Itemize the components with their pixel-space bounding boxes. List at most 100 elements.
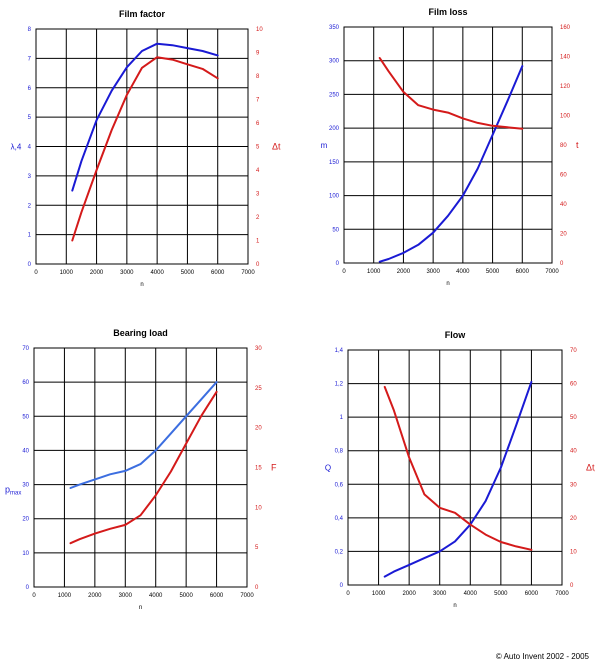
x-tick-label: 7000 (240, 593, 254, 599)
chart-title: Film factor (119, 9, 166, 19)
y-right-tick-label: 0 (255, 585, 259, 591)
y-right-tick-label: 140 (560, 55, 571, 61)
y-right-tick-label: 10 (570, 549, 577, 555)
x-tick-label: 4000 (456, 269, 470, 275)
y-right-tick-label: 25 (255, 386, 262, 392)
x-tick-label: 3000 (433, 591, 447, 597)
y-left-tick-label: 150 (329, 160, 340, 166)
y-left-axis-label: pmax (5, 485, 21, 497)
y-right-axis-label: t (576, 140, 579, 150)
y-right-tick-label: 80 (560, 143, 567, 149)
y-left-tick-label: 50 (332, 227, 339, 233)
series-line-right (71, 56, 219, 242)
series-line-left (71, 42, 219, 192)
x-tick-label: 7000 (545, 269, 559, 275)
y-right-tick-label: 10 (256, 27, 263, 33)
y-right-tick-label: 10 (255, 505, 262, 511)
y-right-tick-label: 60 (570, 382, 577, 388)
x-tick-label: 5000 (486, 269, 500, 275)
y-left-axis-label: λ,4 (11, 143, 22, 152)
y-left-tick-label: 1 (28, 233, 32, 239)
y-right-axis-label: F (271, 463, 277, 473)
y-left-tick-label: 0,4 (335, 516, 344, 522)
y-left-tick-label: 350 (329, 25, 340, 31)
x-axis-label: n (453, 603, 456, 609)
y-right-tick-label: 4 (256, 168, 260, 174)
series-line-left (378, 65, 524, 263)
y-left-tick-label: 10 (22, 551, 29, 557)
series-line-right (69, 390, 218, 545)
x-tick-label: 6000 (211, 270, 225, 276)
y-right-tick-label: 30 (255, 346, 262, 352)
chart-3: 0 1000 2000 3000 4000 5000 6000 700001020304050… (5, 328, 277, 611)
x-tick-label: 1000 (367, 269, 381, 275)
x-tick-label: 2000 (88, 593, 102, 599)
x-axis-label: n (139, 605, 142, 611)
x-tick-label: 4000 (464, 591, 478, 597)
y-right-tick-label: 6 (256, 121, 260, 127)
x-tick-label: 2000 (397, 269, 411, 275)
series-line-right (383, 385, 533, 551)
y-right-tick-label: 30 (570, 482, 577, 488)
y-left-tick-label: 3 (28, 174, 32, 180)
x-tick-label: 7000 (241, 270, 255, 276)
y-left-tick-label: 50 (22, 414, 29, 420)
y-left-tick-label: 6 (28, 86, 32, 92)
y-right-tick-label: 60 (560, 173, 567, 179)
y-right-tick-label: 0 (570, 583, 574, 589)
x-tick-label: 5000 (181, 270, 195, 276)
x-tick-label: 6000 (516, 269, 530, 275)
chart-title: Film loss (428, 7, 467, 17)
y-right-tick-label: 0 (256, 262, 260, 268)
y-left-tick-label: 20 (22, 517, 29, 523)
y-right-axis-label: Δtoil (586, 463, 595, 475)
y-right-tick-label: 9 (256, 51, 260, 57)
y-right-tick-label: 1 (256, 239, 260, 245)
x-tick-label: 4000 (149, 593, 163, 599)
y-left-tick-label: 8 (28, 27, 32, 33)
y-left-tick-label: 30 (22, 483, 29, 489)
y-left-tick-label: 250 (329, 92, 340, 98)
series-line-left (69, 381, 218, 489)
y-left-tick-label: 300 (329, 59, 340, 65)
y-left-axis-label: Q (325, 464, 331, 473)
y-right-tick-label: 15 (255, 466, 262, 472)
x-tick-label: 1000 (58, 593, 72, 599)
series-line-right (378, 57, 524, 130)
y-left-tick-label: 100 (329, 194, 340, 200)
y-left-tick-label: 0,6 (335, 482, 344, 488)
y-right-tick-label: 20 (560, 232, 567, 238)
y-left-tick-label: 2 (28, 203, 32, 209)
y-right-tick-label: 20 (570, 516, 577, 522)
y-left-tick-label: 0,2 (335, 549, 344, 555)
y-left-tick-label: 0 (28, 262, 32, 268)
x-tick-label: 4000 (150, 270, 164, 276)
x-tick-label: 1000 (60, 270, 74, 276)
y-right-axis-label: Δt (272, 142, 281, 152)
y-right-tick-label: 0 (560, 261, 564, 267)
y-right-tick-label: 5 (256, 145, 260, 151)
chart-2: 0 1000 2000 3000 4000 5000 6000 700005010015020… (321, 7, 579, 287)
y-left-tick-label: 1 (340, 415, 344, 421)
x-tick-label: 3000 (119, 593, 133, 599)
y-right-tick-label: 2 (256, 215, 260, 221)
y-right-tick-label: 70 (570, 348, 577, 354)
y-right-tick-label: 160 (560, 25, 571, 31)
y-left-tick-label: 200 (329, 126, 340, 132)
chart-4: 0 1000 2000 3000 4000 5000 6000 700000,20,40,60… (325, 330, 595, 609)
plot-frame (343, 26, 553, 264)
x-tick-label: 0 (346, 591, 350, 597)
y-left-tick-label: 60 (22, 380, 29, 386)
x-tick-label: 0 (32, 593, 36, 599)
y-left-tick-label: 5 (28, 115, 32, 121)
x-tick-label: 2000 (90, 270, 104, 276)
x-axis-label: n (446, 281, 449, 287)
y-left-tick-label: 1,2 (335, 382, 344, 388)
y-right-tick-label: 8 (256, 74, 260, 80)
series-line-left (383, 380, 533, 578)
y-left-tick-label: 1,4 (335, 348, 344, 354)
y-right-tick-label: 7 (256, 98, 260, 104)
x-tick-label: 3000 (120, 270, 134, 276)
y-right-tick-label: 120 (560, 84, 571, 90)
x-tick-label: 7000 (555, 591, 569, 597)
